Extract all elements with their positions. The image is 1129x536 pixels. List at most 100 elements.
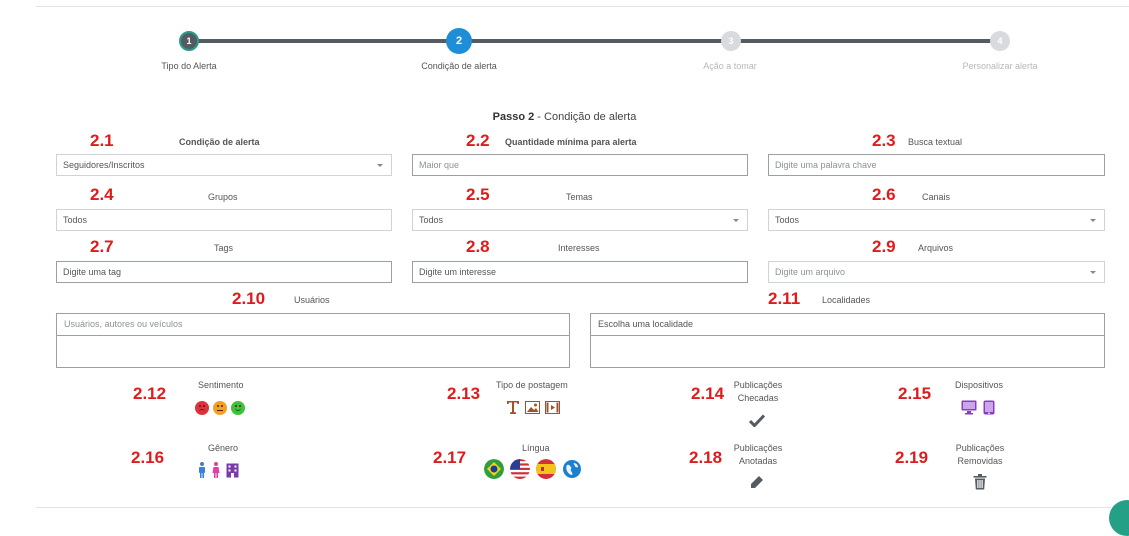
neutral-face-icon[interactable]: [213, 401, 227, 415]
channels-select-value: Todos: [775, 215, 800, 225]
annotation-2-10: 2.10: [232, 289, 266, 308]
image-type-icon[interactable]: [525, 401, 540, 414]
removed-posts-label: Publicações Removidas: [955, 443, 1005, 466]
text-search-placeholder: Digite uma palavra chave: [775, 160, 877, 170]
checked-posts-label: Publicações Checadas: [733, 380, 783, 403]
min-quantity-input[interactable]: Maior que: [412, 154, 748, 176]
step-2-label: Condição de alerta: [421, 61, 497, 71]
annotation-2-13: 2.13: [447, 384, 481, 403]
annotation-2-11: 2.11: [768, 289, 801, 308]
sentiment-label: Sentimento: [198, 380, 244, 390]
step-3-label: Ação a tomar: [703, 61, 757, 71]
chevron-down-icon: [1090, 271, 1096, 274]
text-type-icon[interactable]: [506, 400, 520, 415]
users-label: Usuários: [294, 295, 330, 305]
chevron-down-icon: [733, 219, 739, 222]
annotation-2-7: 2.7: [90, 237, 114, 256]
step-title-separator: -: [534, 111, 545, 123]
groups-select-value: Todos: [63, 215, 88, 225]
happy-face-icon[interactable]: [231, 401, 245, 415]
annotation-2-15: 2.15: [898, 384, 932, 403]
step-3-number: 3: [728, 36, 734, 46]
step-4-circle[interactable]: 4: [990, 31, 1010, 51]
female-icon[interactable]: [212, 462, 220, 478]
users-input-divider: [57, 335, 569, 336]
files-placeholder: Digite um arquivo: [775, 267, 846, 277]
step-1-label: Tipo do Alerta: [161, 61, 217, 71]
step-title-text: Condição de alerta: [544, 111, 637, 123]
users-input[interactable]: Usuários, autores ou veículos: [56, 313, 570, 368]
tags-label: Tags: [214, 243, 234, 253]
files-select[interactable]: Digite um arquivo: [768, 261, 1105, 283]
interests-placeholder: Digite um interesse: [419, 267, 497, 277]
tablet-icon[interactable]: [983, 400, 995, 415]
chevron-down-icon: [1090, 219, 1096, 222]
annotated-posts-label: Publicações Anotadas: [733, 443, 783, 466]
step-2-number: 2: [455, 35, 463, 47]
sentiment-icons: [195, 401, 245, 415]
min-quantity-label: Quantidade mínima para alerta: [505, 137, 637, 147]
spain-flag-icon[interactable]: [536, 459, 556, 479]
gender-label: Gênero: [208, 443, 239, 453]
channels-select[interactable]: Todos: [768, 209, 1105, 231]
post-type-icons: [506, 400, 560, 415]
annotation-2-8: 2.8: [466, 237, 490, 256]
annotation-2-3: 2.3: [872, 131, 896, 150]
condition-select[interactable]: Seguidores/Inscritos: [56, 154, 392, 176]
tags-placeholder: Digite uma tag: [63, 267, 122, 277]
step-3-circle[interactable]: 3: [721, 31, 741, 51]
interests-input[interactable]: Digite um interesse: [412, 261, 748, 283]
step-1-number: 1: [186, 36, 192, 46]
step-title: Passo 2 - Condição de alerta: [0, 111, 1129, 123]
video-type-icon[interactable]: [545, 401, 560, 414]
gender-icons: [198, 462, 239, 478]
bottom-divider: [36, 507, 1111, 508]
interests-label: Interesses: [558, 243, 600, 253]
channels-label: Canais: [922, 192, 951, 202]
brazil-flag-icon[interactable]: [484, 459, 504, 479]
top-divider: [36, 6, 1129, 7]
groups-label: Grupos: [208, 192, 238, 202]
language-label: Língua: [522, 443, 550, 453]
annotation-2-5: 2.5: [466, 185, 490, 204]
step-1-circle[interactable]: 1: [179, 31, 199, 51]
tags-input[interactable]: Digite uma tag: [56, 261, 392, 283]
globe-icon[interactable]: [562, 459, 582, 479]
annotation-2-18: 2.18: [689, 448, 723, 467]
step-2-circle[interactable]: 2: [446, 28, 472, 54]
locations-label: Localidades: [822, 295, 871, 305]
condition-select-value: Seguidores/Inscritos: [63, 160, 145, 170]
text-search-input[interactable]: Digite uma palavra chave: [768, 154, 1105, 176]
annotation-2-16: 2.16: [131, 448, 165, 467]
annotation-2-17: 2.17: [433, 448, 467, 467]
stepper-track-done: [188, 39, 460, 43]
annotation-2-2: 2.2: [466, 131, 490, 150]
chevron-down-icon: [377, 164, 383, 167]
themes-select[interactable]: Todos: [412, 209, 748, 231]
annotation-2-9: 2.9: [872, 237, 896, 256]
locations-input[interactable]: Escolha uma localidade: [590, 313, 1105, 368]
locations-input-divider: [591, 335, 1104, 336]
pencil-icon[interactable]: [749, 474, 765, 490]
annotation-2-19: 2.19: [895, 448, 929, 467]
groups-select[interactable]: Todos: [56, 209, 392, 231]
annotation-2-14: 2.14: [691, 384, 725, 403]
chat-widget-button[interactable]: [1109, 500, 1129, 536]
sad-face-icon[interactable]: [195, 401, 209, 415]
step-4-label: Personalizar alerta: [962, 61, 1038, 71]
check-icon[interactable]: [749, 414, 765, 427]
annotation-2-12: 2.12: [133, 384, 167, 403]
condition-label: Condição de alerta: [179, 137, 260, 147]
usa-flag-icon[interactable]: [510, 459, 530, 479]
text-search-label: Busca textual: [908, 137, 963, 147]
min-quantity-placeholder: Maior que: [419, 160, 460, 170]
annotation-2-6: 2.6: [872, 185, 896, 204]
annotation-2-4: 2.4: [90, 185, 114, 204]
language-icons: [484, 459, 582, 479]
trash-icon[interactable]: [973, 474, 987, 490]
files-label: Arquivos: [918, 243, 954, 253]
organization-icon[interactable]: [226, 463, 239, 478]
devices-icons: [961, 400, 995, 415]
male-icon[interactable]: [198, 462, 206, 478]
desktop-icon[interactable]: [961, 400, 977, 415]
